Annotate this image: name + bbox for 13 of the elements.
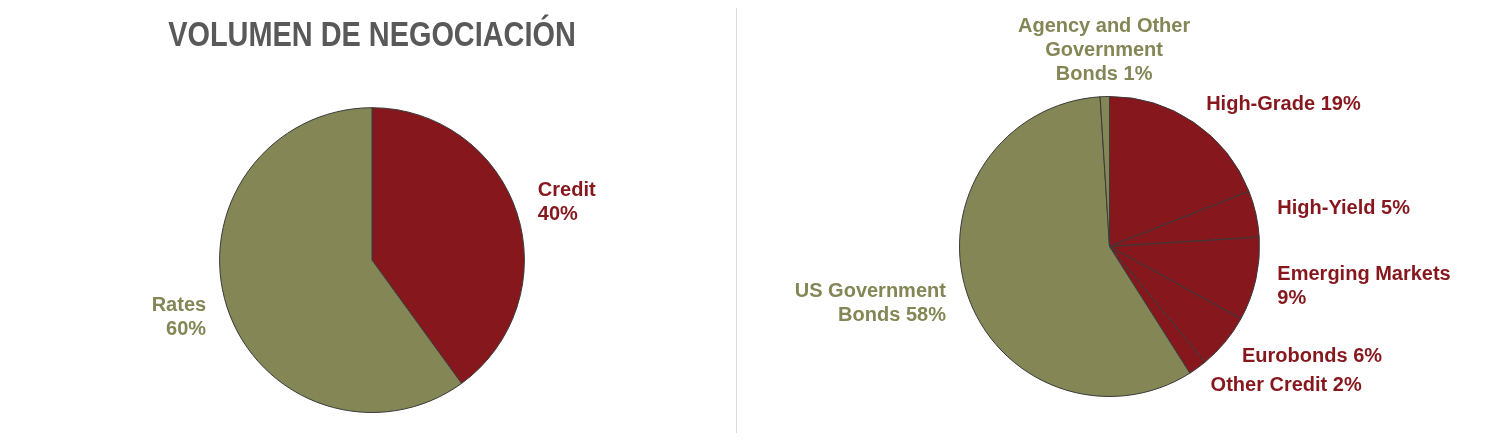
slice-label: Credit	[537, 178, 596, 201]
chart-title: VOLUMEN DE NEGOCIACIÓN	[168, 12, 576, 54]
slice-label: High-Grade 19%	[1206, 91, 1361, 114]
slice-label: Eurobonds 6%	[1242, 343, 1383, 366]
slice-label: Rates	[151, 293, 207, 316]
slice-label: Other Credit 2%	[1210, 373, 1362, 396]
data-label: 60%	[166, 317, 207, 340]
data-label: 9%	[1277, 286, 1307, 309]
slice-label: US Government Bonds 58%	[794, 278, 947, 325]
data-label: 40%	[537, 202, 579, 225]
slice-label: Emerging Markets	[1277, 262, 1451, 285]
slice-label: High-Yield 5%	[1277, 196, 1411, 219]
slice-label: Agency and Other Government Bonds 1%	[1017, 14, 1191, 85]
